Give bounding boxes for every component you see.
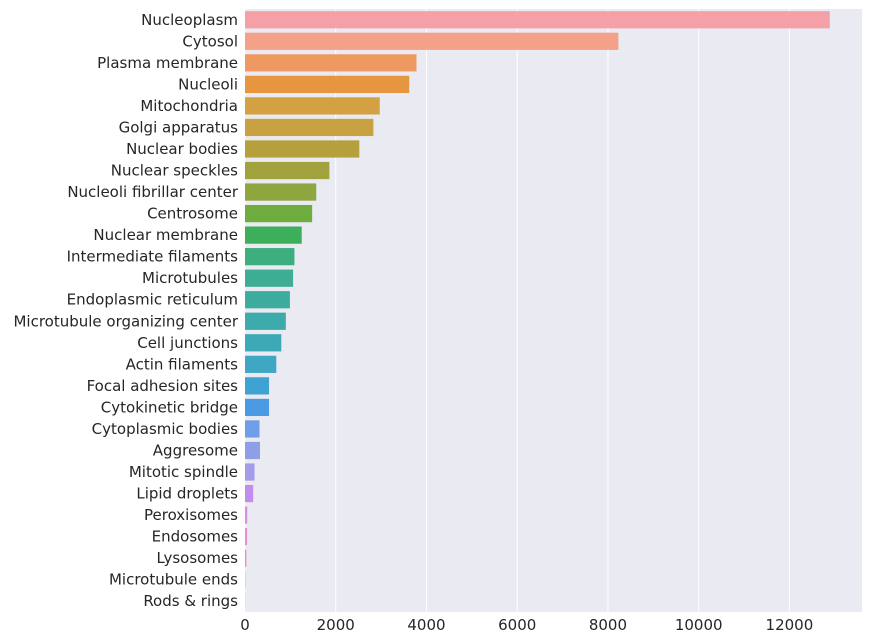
bar bbox=[245, 420, 260, 438]
x-tick-label: 8000 bbox=[589, 616, 627, 634]
category-label: Aggresome bbox=[153, 441, 238, 459]
category-label: Nucleoli bbox=[178, 75, 238, 93]
bar bbox=[245, 11, 830, 29]
category-label: Lysosomes bbox=[157, 549, 239, 567]
category-label: Mitotic spindle bbox=[129, 463, 238, 481]
bar bbox=[245, 528, 248, 546]
bar bbox=[245, 484, 254, 503]
category-label: Endosomes bbox=[152, 528, 239, 546]
bar bbox=[245, 54, 417, 72]
category-label: Golgi apparatus bbox=[119, 118, 239, 136]
bar bbox=[245, 75, 410, 93]
category-label: Focal adhesion sites bbox=[87, 377, 239, 395]
bar bbox=[245, 506, 248, 524]
category-label: Microtubules bbox=[142, 269, 238, 287]
bar bbox=[245, 97, 380, 115]
category-label: Rods & rings bbox=[143, 592, 238, 610]
bar bbox=[245, 312, 286, 330]
bar bbox=[245, 226, 302, 244]
bar bbox=[245, 355, 277, 373]
bar bbox=[245, 549, 247, 567]
category-label: Nucleoli fibrillar center bbox=[67, 183, 239, 201]
category-label: Centrosome bbox=[147, 205, 238, 223]
x-tick-label: 0 bbox=[240, 616, 250, 634]
category-label: Nucleoplasm bbox=[141, 11, 238, 29]
bar bbox=[245, 118, 374, 137]
category-label: Actin filaments bbox=[126, 355, 239, 373]
category-label: Mitochondria bbox=[140, 97, 238, 115]
category-label: Cytosol bbox=[182, 32, 238, 50]
category-label: Nuclear bodies bbox=[126, 140, 238, 158]
category-label: Nuclear speckles bbox=[111, 162, 238, 180]
bar bbox=[245, 248, 295, 266]
bar bbox=[245, 32, 619, 50]
bar bbox=[245, 291, 290, 309]
category-label: Microtubule organizing center bbox=[13, 312, 238, 330]
x-tick-label: 10000 bbox=[675, 616, 723, 634]
category-label: Intermediate filaments bbox=[67, 248, 239, 266]
x-tick-label: 12000 bbox=[766, 616, 814, 634]
bar bbox=[245, 183, 317, 201]
category-label: Endoplasmic reticulum bbox=[67, 291, 238, 309]
category-label: Cell junctions bbox=[137, 334, 238, 352]
category-label: Cytoplasmic bodies bbox=[92, 420, 239, 438]
category-label: Lipid droplets bbox=[136, 485, 238, 503]
bar bbox=[245, 161, 330, 180]
category-label: Microtubule ends bbox=[109, 571, 238, 589]
bar bbox=[245, 334, 282, 352]
x-tick-label: 6000 bbox=[498, 616, 536, 634]
bar bbox=[245, 463, 255, 481]
category-label: Nuclear membrane bbox=[93, 226, 238, 244]
category-label: Plasma membrane bbox=[97, 54, 238, 72]
x-tick-label: 4000 bbox=[407, 616, 445, 634]
bar bbox=[245, 204, 313, 223]
bar bbox=[245, 398, 270, 417]
bar bbox=[245, 140, 360, 158]
category-label: Cytokinetic bridge bbox=[101, 398, 238, 416]
bar bbox=[245, 377, 270, 395]
x-tick-label: 2000 bbox=[317, 616, 355, 634]
bar bbox=[245, 441, 260, 460]
category-label: Peroxisomes bbox=[144, 506, 238, 524]
bar bbox=[245, 269, 294, 287]
